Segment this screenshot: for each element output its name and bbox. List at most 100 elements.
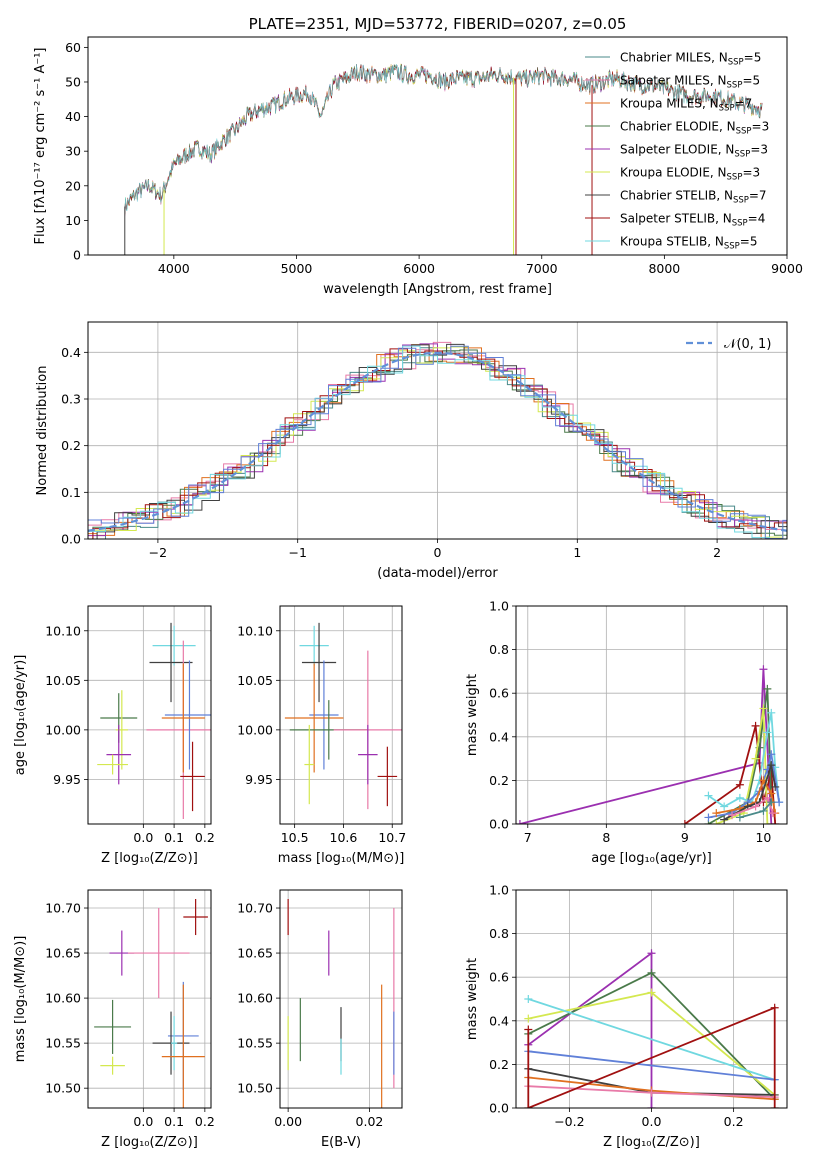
x-tick-label: 0.2 [195, 830, 215, 845]
line-marker [767, 820, 776, 824]
legend-label-sub: SSP [724, 242, 740, 252]
x-axis-label: E(B-V) [321, 1135, 361, 1150]
x-tick-label: 9000 [771, 261, 803, 276]
line-series-salpeter_stelib [527, 1006, 776, 1108]
y-tick-label: 0.2 [489, 773, 509, 788]
legend-label: 𝒩(0, 1) [724, 337, 771, 352]
line-marker [751, 721, 760, 730]
line-marker [767, 798, 776, 807]
line-marker [524, 1025, 533, 1034]
line-marker [735, 780, 744, 789]
y-tick-label: 0.8 [489, 642, 509, 657]
x-axis-label: mass [log₁₀(M/M⊙)] [278, 851, 405, 866]
line-marker [647, 949, 656, 958]
legend-label: Salpeter MILES, NSSP=5 [620, 74, 760, 91]
x-tick-label: 0 [434, 545, 442, 560]
axes-frame [515, 605, 788, 825]
errorbar-point [161, 663, 205, 773]
x-axis-label: wavelength [Angstrom, rest frame] [323, 282, 552, 297]
y-axis-label: mass weight [465, 674, 480, 756]
x-tick-label: 10 [755, 830, 771, 845]
x-tick-label: 0.0 [133, 830, 153, 845]
legend-label-suffix: =7 [749, 189, 767, 203]
legend-label-sub: SSP [732, 219, 748, 229]
y-tick-label: 0.1 [61, 485, 81, 500]
line-series-salpeter_stelib [684, 725, 777, 824]
errorbars-mass_vs_Z [94, 899, 208, 1108]
spectrum-series-kroupa_stelib [124, 64, 763, 213]
axes-frame [87, 605, 212, 825]
y-tick-label: 1.0 [489, 599, 509, 614]
frame-age_vs_Z: 0.0 0.1 0.2 9.95 10.00 10.05 10.10 Z [log₁₀(Z/Z… [13, 605, 215, 866]
legend-label-suffix: =5 [740, 235, 758, 249]
y-tick-label: 0.2 [61, 438, 81, 453]
legend-label-suffix: =7 [735, 97, 753, 111]
x-tick-label: 9 [681, 830, 689, 845]
y-tick-label: 0.6 [489, 686, 509, 701]
errorbar-point [161, 984, 205, 1108]
x-tick-label: 0.1 [164, 1114, 184, 1129]
axes-age_vs_mass [280, 606, 402, 824]
y-tick-label: 10.50 [45, 1081, 81, 1096]
line-marker [763, 728, 772, 737]
histogram-series-kroupa_miles [88, 344, 787, 539]
errorbar-point [183, 899, 208, 936]
errorbar-point [180, 741, 205, 812]
normal-curve [88, 351, 787, 532]
line-series-salpeter_miles [731, 796, 774, 817]
line-marker [767, 761, 776, 770]
x-tick-label: 6000 [403, 261, 435, 276]
errorbar-point [304, 724, 315, 805]
line-series-kroupa_miles [716, 778, 777, 814]
axes-frame [87, 36, 788, 256]
line-marker [647, 1088, 656, 1097]
legend-label-suffix: =3 [752, 120, 770, 134]
legend-label-suffix: =5 [742, 74, 760, 88]
frame-mass_vs_Z: 0.0 0.1 0.2 10.50 10.55 10.60 10.65 10.70 Z [log… [13, 889, 215, 1150]
line-marker [712, 809, 721, 818]
y-tick-label: 0.6 [489, 970, 509, 985]
line-marker [763, 793, 772, 802]
legend-label-sub: SSP [727, 173, 743, 183]
y-tick-label: 10.05 [45, 673, 81, 688]
line-marker [759, 704, 768, 713]
histogram-series-chabrier_elodie [88, 349, 787, 539]
errorbar-point [149, 622, 193, 703]
histogram-series-elodie_blue [88, 345, 787, 539]
errorbar-point [164, 660, 211, 770]
x-tick-label: 4000 [158, 261, 190, 276]
x-tick-label: 0.1 [164, 830, 184, 845]
x-tick-label: 8 [602, 830, 610, 845]
y-tick-label: 20 [65, 178, 81, 193]
axes-frame [279, 605, 403, 825]
errorbar-point [358, 724, 378, 785]
y-tick-label: 10.05 [237, 673, 273, 688]
line-marker [771, 782, 780, 791]
line-marker [712, 820, 721, 824]
y-tick-label: 10.55 [237, 1036, 273, 1051]
frame-massweight_vs_Z: −0.2 0.0 0.2 0.0 0.2 0.4 0.6 0.8 1.0 Z [log₁₀(Z/Z… [465, 883, 788, 1150]
x-tick-label: −1 [288, 545, 306, 560]
x-tick-label: 0.0 [642, 1114, 662, 1129]
legend-label: Kroupa STELIB, NSSP=5 [620, 235, 758, 252]
y-tick-label: 0.3 [61, 392, 81, 407]
frame-mass_vs_ebv: 0.00 0.02 10.50 10.55 10.60 10.65 10.70 E(B-V) [237, 889, 403, 1150]
axes-mass_vs_ebv [280, 890, 402, 1108]
line-marker [647, 1104, 656, 1108]
axes-mass_vs_Z [88, 890, 211, 1108]
histogram-series-salpeter_stelib [88, 348, 787, 539]
y-tick-label: 0.4 [61, 345, 81, 360]
y-axis-label: Flux [fλ10⁻¹⁷ erg cm⁻² s⁻¹ A⁻¹] [33, 48, 48, 245]
line-marker [524, 1014, 533, 1023]
line-marker [728, 811, 737, 820]
x-tick-label: 0.2 [724, 1114, 744, 1129]
histogram-series-salpeter_miles [88, 341, 787, 539]
x-tick-label: 7000 [526, 261, 558, 276]
y-tick-label: 10.00 [45, 722, 81, 737]
x-tick-label: 1 [573, 545, 581, 560]
legend-label-main: Salpeter MILES, N [620, 74, 727, 88]
y-tick-label: 60 [65, 40, 81, 55]
x-tick-label: 0.0 [133, 1114, 153, 1129]
legend-label-main: Kroupa ELODIE, N [620, 166, 727, 180]
